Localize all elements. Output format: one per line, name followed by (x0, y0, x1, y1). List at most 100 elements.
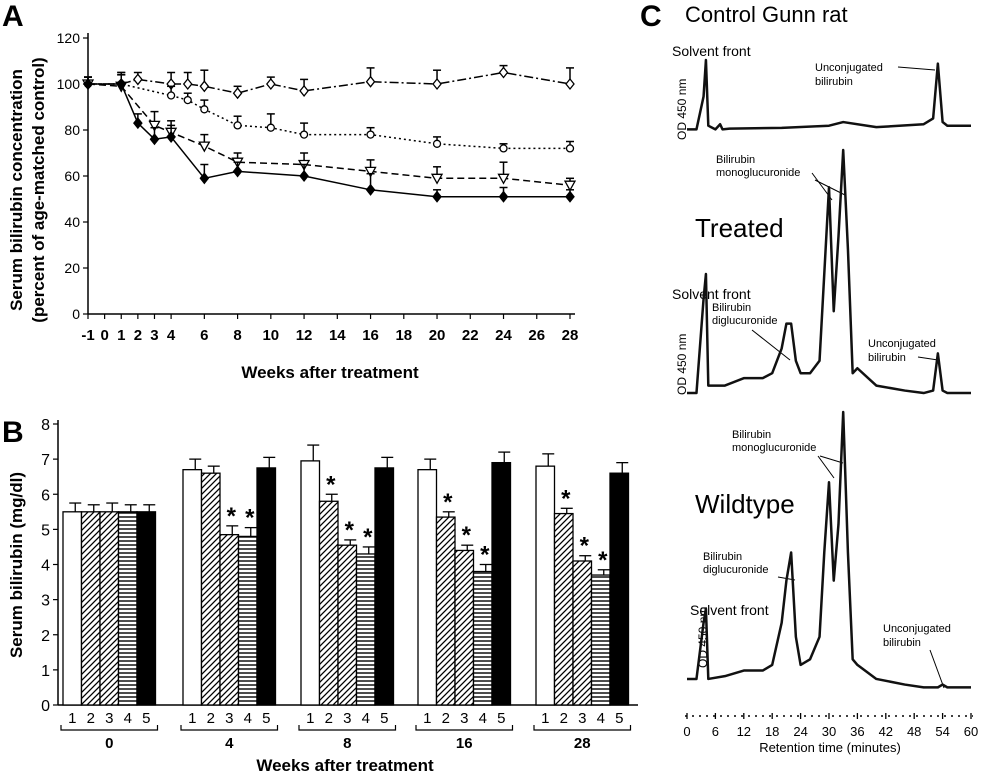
panel-b-significance-star: * (363, 524, 373, 551)
panel-b-bar-label: 4 (124, 710, 132, 727)
panel-a-point (299, 130, 309, 139)
panel-b-bar-label: 1 (188, 710, 196, 727)
panel-a-point (430, 173, 444, 185)
panel-a-x-tick-label: 10 (262, 327, 279, 344)
panel-a-ylabel-line1: Serum bilirubin concentration (7, 69, 26, 311)
panel-b-significance-star: * (345, 517, 355, 544)
panel-b-group-label: 4 (225, 735, 234, 752)
panel-a-x-tick-label: 22 (462, 327, 479, 344)
panel-c-title-wildtype: Wildtype (695, 489, 795, 519)
panel-a-point (232, 87, 243, 100)
panel-c-x-tick-label: 0 (683, 724, 690, 739)
panel-b-bar (62, 511, 83, 706)
panel-a-point (365, 75, 376, 88)
control-unconjugated-label-line2: bilirubin (815, 76, 853, 88)
treated-unconj-label-line1: Unconjugated (868, 338, 936, 350)
panel-b-bar-label: 4 (479, 710, 487, 727)
panel-c-chromatograms: Control Gunn rat Treated Wildtype Solven… (672, 2, 978, 755)
panel-b-bar-label: 3 (578, 710, 586, 727)
wild-mono-label-line1: Bilirubin (732, 429, 771, 441)
panel-b-significance-star: * (580, 533, 590, 560)
panel-b-significance-star: * (326, 471, 336, 498)
treated-mono-label-line2: monoglucuronide (716, 167, 800, 179)
panel-a-xlabel: Weeks after treatment (241, 363, 419, 382)
panel-b-bar (117, 511, 138, 706)
panel-b-bar (237, 535, 258, 706)
panel-c-x-tick-label: 60 (964, 724, 978, 739)
panel-b-bar-label: 2 (87, 710, 95, 727)
panel-b-bar-label: 2 (207, 710, 215, 727)
panel-b-y-tick-label: 6 (41, 487, 50, 504)
panel-a-x-tick-label: 8 (233, 327, 241, 344)
panel-b-bar-label: 2 (560, 710, 568, 727)
panel-b-y-tick-label: 4 (41, 558, 50, 575)
panel-b-bar-label: 5 (497, 710, 505, 727)
treated-di-pointer (751, 329, 791, 361)
wild-di-label-line1: Bilirubin (703, 551, 742, 563)
panel-a-y-tick-label: 20 (64, 260, 80, 276)
treated-solvent-front-label: Solvent front (672, 286, 751, 302)
panel-a-y-tick-label: 120 (57, 30, 81, 46)
panel-b-y-tick-label: 2 (41, 628, 50, 645)
panel-a-point (133, 117, 143, 130)
control-ylabel: OD 450 nm (675, 79, 689, 140)
panel-c-x-tick-label: 18 (765, 724, 779, 739)
panel-a-point (432, 139, 442, 148)
panel-a-point (199, 80, 210, 93)
wild-mono-pointer-2 (819, 455, 844, 464)
panel-b-y-tick-label: 8 (41, 417, 50, 434)
panel-a-point (266, 123, 275, 132)
panel-a-point (499, 144, 508, 153)
panel-b-bar-chart: Serum bilirubin (mg/dl) Weeks after trea… (7, 417, 638, 775)
panel-b-bar-label: 4 (244, 710, 252, 727)
panel-letter-c: C (640, 0, 662, 33)
panel-b-bar (454, 549, 475, 706)
panel-b-significance-star: * (245, 505, 255, 532)
panel-a-x-tick-label: 4 (167, 327, 176, 344)
panel-a-point (116, 77, 127, 91)
panel-b-group-bracket (60, 725, 159, 731)
panel-c-x-tick-label: 48 (907, 724, 921, 739)
panel-b-xlabel: Weeks after treatment (256, 756, 434, 775)
panel-c-x-tick-label: 6 (712, 724, 719, 739)
panel-a-x-tick-label: 14 (329, 327, 346, 344)
treated-di-label-line2: diglucuronide (712, 315, 777, 327)
panel-a-series-line (88, 83, 570, 150)
control-unconjugated-label-line1: Unconjugated (815, 62, 883, 74)
panel-a-y-tick-label: 100 (57, 76, 81, 92)
treated-unconj-pointer (917, 356, 939, 361)
panel-b-bar (337, 544, 358, 706)
panel-a-x-tick-label: 0 (100, 327, 108, 344)
panel-b-bar-label: 5 (262, 710, 270, 727)
panel-b-bar-label: 4 (362, 710, 370, 727)
panel-b-bar-label: 3 (225, 710, 233, 727)
panel-a-x-tick-label: 6 (200, 327, 208, 344)
wild-mono-label-line2: monoglucuronide (732, 442, 816, 454)
panel-c-title-control: Control Gunn rat (685, 2, 848, 27)
panel-b-group-bracket (180, 725, 279, 731)
panel-a-y-tick-label: 80 (64, 122, 80, 138)
panel-b-bar-label: 1 (423, 710, 431, 727)
panel-b-bar-label: 3 (460, 710, 468, 727)
panel-b-bar-label: 5 (615, 710, 623, 727)
panel-a-x-tick-label: 18 (395, 327, 412, 344)
wild-unconj-label-line2: bilirubin (883, 637, 921, 649)
panel-b-bar (80, 511, 101, 706)
panel-c-x-tick-label: 42 (879, 724, 893, 739)
panel-a-x-tick-label: 2 (134, 327, 142, 344)
wild-solvent-front-label: Solvent front (690, 602, 769, 618)
panel-letter-a: A (2, 0, 24, 33)
panel-b-bar (355, 553, 376, 706)
panel-b-bar (590, 574, 611, 706)
panel-b-bar-label: 2 (442, 710, 450, 727)
panel-b-significance-star: * (462, 522, 472, 549)
panel-a-point (565, 144, 575, 153)
panel-b-bar (318, 500, 339, 706)
panel-c-xlabel: Retention time (minutes) (759, 740, 901, 755)
panel-a-point (182, 77, 193, 91)
panel-a-x-tick-label: 12 (296, 327, 313, 344)
panel-b-bar (182, 469, 203, 706)
panel-a-point (364, 166, 377, 178)
panel-b-bar (491, 461, 512, 706)
